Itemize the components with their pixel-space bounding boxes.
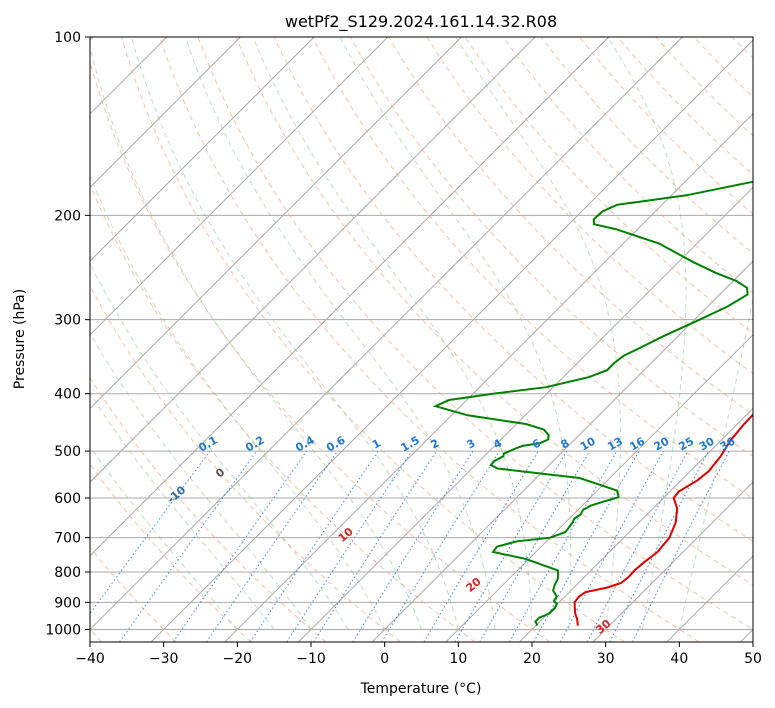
dewpoint-profile-line bbox=[432, 180, 753, 627]
x-tick-label: −20 bbox=[223, 651, 253, 667]
moist-adiabat-line bbox=[90, 261, 349, 630]
moist-adiabat-line bbox=[184, 37, 496, 630]
mixing-ratio-line bbox=[172, 450, 308, 642]
mixing-ratio-line bbox=[454, 450, 568, 642]
mixing-ratio-line bbox=[381, 450, 500, 642]
x-tick-label: 50 bbox=[744, 651, 762, 667]
mixing-ratio-line bbox=[119, 450, 258, 642]
dry-adiabat-line bbox=[311, 37, 753, 500]
isotherm-line bbox=[90, 37, 315, 262]
moist-adiabat-line bbox=[90, 45, 422, 630]
isotherm-line bbox=[90, 37, 462, 410]
y-tick-label: 100 bbox=[54, 30, 81, 46]
mixing-ratio-line bbox=[533, 450, 640, 642]
moist-adiabat-line bbox=[90, 173, 386, 630]
chart-title: wetPf2_S129.2024.161.14.32.R08 bbox=[285, 12, 557, 32]
y-tick-label: 800 bbox=[54, 565, 81, 581]
y-tick-label: 1000 bbox=[45, 622, 81, 638]
mixing-ratio-line bbox=[205, 450, 338, 642]
isotherm-line bbox=[90, 37, 683, 631]
mixing-ratio-line bbox=[249, 450, 379, 642]
isotherm-line bbox=[519, 407, 753, 642]
x-tick-label: −40 bbox=[75, 651, 105, 667]
dry-adiabat-line bbox=[273, 37, 753, 543]
axes: −40 −30 −20 −10 0 10 20 30 40 50 100 200 300 400 500 60… bbox=[45, 30, 762, 667]
moist-adiabat-line bbox=[678, 295, 753, 630]
isotherm-line bbox=[592, 481, 753, 642]
moist-adiabat-line bbox=[252, 37, 533, 630]
dry-adiabat-line bbox=[121, 37, 625, 642]
dry-adiabat-line bbox=[388, 37, 753, 416]
moist-adiabat-line bbox=[455, 37, 621, 630]
mixing-ratio-line bbox=[509, 450, 618, 642]
y-axis-title: Pressure (hPa) bbox=[12, 289, 28, 389]
x-tick-label: −30 bbox=[149, 651, 179, 667]
moist-adiabat-line bbox=[607, 37, 687, 630]
x-tick-label: 30 bbox=[597, 651, 615, 667]
y-tick-label: 300 bbox=[54, 313, 81, 329]
x-axis-title: Temperature (°C) bbox=[360, 681, 482, 697]
isotherm-line bbox=[150, 39, 753, 642]
isotherm-line bbox=[445, 334, 753, 642]
isotherm-line bbox=[90, 37, 610, 557]
mixing-ratio-line bbox=[423, 450, 539, 642]
y-tick-label: 200 bbox=[54, 208, 81, 224]
isotherm-line bbox=[224, 113, 753, 642]
isotherm-line bbox=[90, 37, 536, 483]
dry-adiabat-line bbox=[350, 37, 753, 457]
mixing-ratio-line bbox=[479, 450, 591, 642]
x-tick-label: 10 bbox=[449, 651, 467, 667]
y-tick-label: 500 bbox=[54, 444, 81, 460]
x-tick-label: −10 bbox=[296, 651, 326, 667]
plot-frame bbox=[89, 36, 754, 643]
mixing-ratio-line bbox=[352, 450, 474, 642]
temperature-profile-line bbox=[573, 413, 753, 626]
x-tick-label: 20 bbox=[523, 651, 541, 667]
isotherm-line bbox=[371, 260, 753, 642]
moist-adiabat-line bbox=[90, 392, 275, 630]
dry-adiabat-line bbox=[197, 37, 753, 630]
mixing-ratio-line bbox=[609, 450, 709, 642]
moist-adiabat-line bbox=[90, 445, 238, 630]
y-tick-label: 900 bbox=[54, 595, 81, 611]
dry-adiabat-line bbox=[90, 376, 327, 642]
plot-area bbox=[90, 37, 753, 642]
x-tick-label: 0 bbox=[380, 651, 389, 667]
x-tick-label: 40 bbox=[670, 651, 688, 667]
y-tick-label: 700 bbox=[54, 531, 81, 547]
isotherm-line bbox=[90, 37, 389, 336]
isotherm-line bbox=[90, 37, 241, 189]
mixing-ratio-line bbox=[559, 450, 664, 642]
mixing-ratio-line bbox=[586, 450, 689, 642]
y-tick-label: 400 bbox=[54, 387, 81, 403]
dry-adiabat-line bbox=[235, 37, 753, 586]
y-tick-label: 600 bbox=[54, 491, 81, 507]
